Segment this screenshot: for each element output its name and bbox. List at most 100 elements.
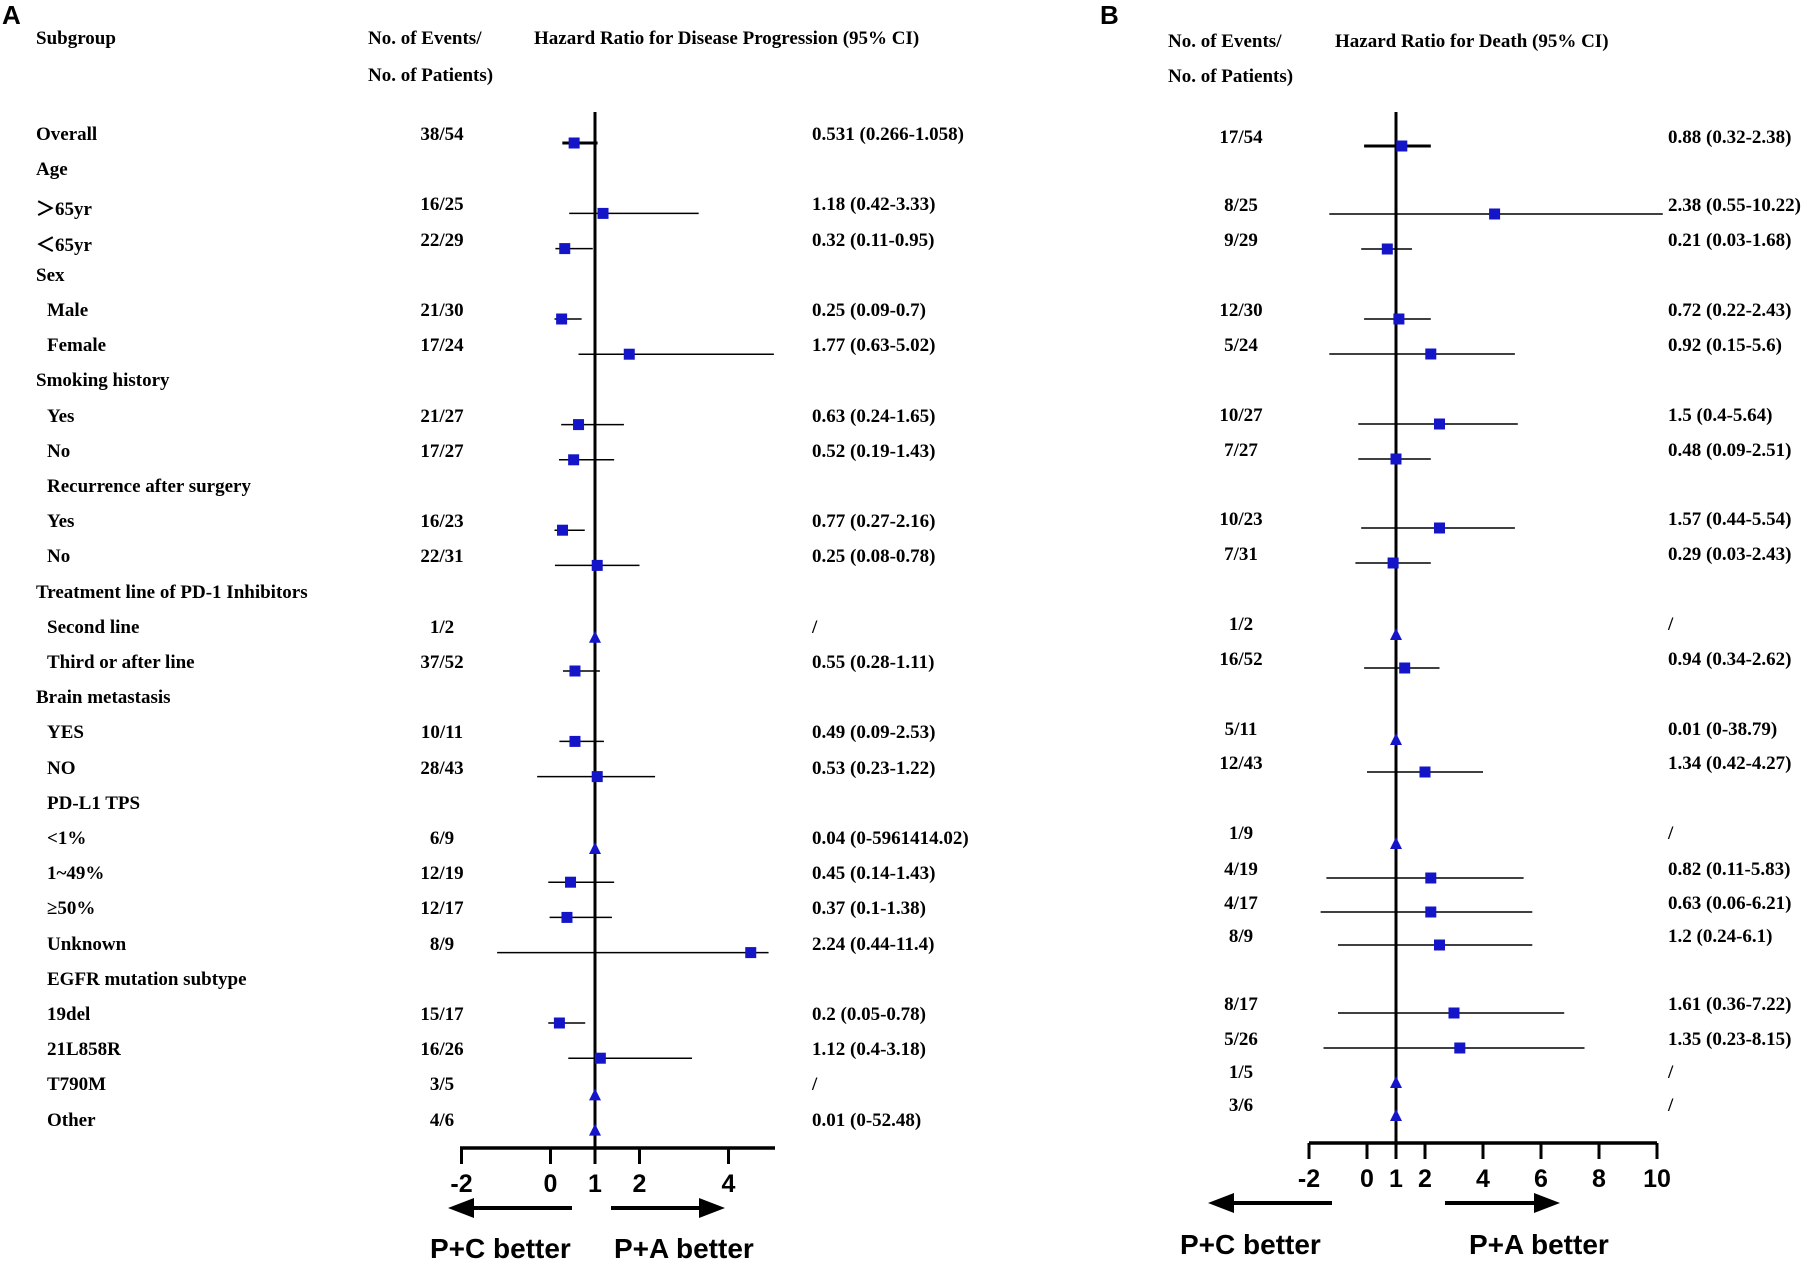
row-hr-text: 0.82 (0.11-5.83): [1668, 859, 1791, 880]
row-hr-text: 0.53 (0.23-1.22): [812, 757, 936, 779]
row-events: 15/17: [420, 1004, 464, 1025]
x-tick-label: 6: [1534, 1165, 1548, 1193]
row-hr-text: 0.45 (0.14-1.43): [812, 863, 936, 885]
row-events: 17/27: [420, 440, 464, 462]
hr-point: [1399, 662, 1411, 674]
hr-triangle: [589, 842, 601, 854]
row-hr-text: /: [1668, 1062, 1674, 1083]
x-tick-label: 4: [1476, 1165, 1490, 1193]
row-events: 1/2: [1228, 614, 1254, 635]
row-label: Yes: [47, 405, 75, 427]
panel-b-events-header-l2: No. of Patients): [1168, 66, 1294, 87]
hr-triangle: [1390, 1109, 1402, 1121]
hr-point: [1489, 208, 1501, 220]
row-label: Male: [47, 300, 89, 321]
hr-point: [1448, 1007, 1460, 1019]
row-events: 10/11: [420, 722, 464, 744]
panel-a-events-header-l1: No. of Events/: [368, 28, 482, 49]
x-tick-label: 10: [1643, 1165, 1671, 1193]
x-tick-label: 1: [1389, 1165, 1403, 1193]
row-events: 12/17: [420, 898, 464, 920]
panel-a-title: Hazard Ratio for Disease Progression (95…: [534, 28, 920, 49]
row-label: No: [47, 546, 71, 568]
row-hr-text: 1.5 (0.4-5.64): [1668, 405, 1773, 426]
hr-point: [568, 454, 580, 466]
row-events: 8/9: [1228, 926, 1254, 947]
panel-b-events-header-l1: No. of Events/: [1168, 31, 1282, 52]
x-tick-label: 0: [1360, 1165, 1374, 1193]
hr-point: [1387, 557, 1399, 569]
x-tick-label: 1: [588, 1170, 602, 1198]
row-events: 4/6: [429, 1109, 455, 1131]
row-events: 16/52: [1219, 649, 1263, 670]
left-arrow-head: [1208, 1193, 1234, 1213]
row-events: 16/23: [420, 511, 464, 533]
hr-triangle: [589, 630, 601, 643]
hr-point: [553, 1017, 565, 1029]
row-hr-text: /: [812, 1074, 818, 1096]
x-tick-label: 4: [721, 1170, 736, 1198]
hr-point: [1434, 939, 1445, 951]
row-label: Recurrence after surgery: [47, 476, 251, 497]
row-hr-text: 0.77 (0.27-2.16): [812, 511, 936, 533]
row-label: Third or after line: [47, 652, 195, 673]
row-hr-text: /: [1668, 1095, 1674, 1116]
hr-point: [556, 313, 568, 325]
row-label: <1%: [47, 828, 87, 849]
row-events: 28/43: [420, 757, 464, 779]
row-hr-text: 1.35 (0.23-8.15): [1668, 1029, 1792, 1050]
x-tick-label: 2: [1418, 1165, 1432, 1193]
hr-point: [557, 524, 569, 536]
row-label: 19del: [47, 1004, 91, 1025]
row-label: Brain metastasis: [36, 687, 171, 709]
panel-a-events-header-l2: No. of Patients): [368, 65, 494, 86]
x-tick-label: 2: [632, 1170, 647, 1198]
hr-point: [561, 911, 573, 923]
hr-point: [1393, 313, 1405, 325]
hr-point: [597, 207, 609, 219]
row-events: 7/31: [1224, 544, 1258, 565]
row-hr-text: 0.37 (0.1-1.38): [812, 898, 926, 920]
hr-point: [568, 137, 580, 149]
row-label: 21L858R: [47, 1039, 121, 1061]
row-label: ＜65yr: [36, 234, 92, 256]
row-label: YES: [47, 722, 84, 744]
panel-a-left-better: P+C better: [430, 1233, 571, 1264]
x-tick-label: 8: [1592, 1165, 1606, 1193]
row-events: 1/2: [429, 616, 455, 638]
row-events: 1/5: [1228, 1062, 1254, 1083]
row-label: EGFR mutation subtype: [47, 968, 247, 990]
row-hr-text: 0.01 (0-38.79): [1668, 719, 1778, 740]
row-label: Other: [47, 1109, 96, 1131]
hr-point: [559, 243, 571, 255]
row-label: Unknown: [47, 933, 127, 955]
row-hr-text: 0.2 (0.05-0.78): [812, 1004, 926, 1025]
row-events: 17/54: [1219, 127, 1263, 148]
row-events: 12/30: [1219, 300, 1263, 321]
row-hr-text: 1.12 (0.4-3.18): [812, 1039, 926, 1061]
panel-b-title: Hazard Ratio for Death (95% CI): [1335, 31, 1609, 52]
row-events: 22/31: [420, 546, 464, 568]
row-hr-text: 0.48 (0.09-2.51): [1668, 440, 1792, 461]
hr-point: [1434, 418, 1445, 430]
row-hr-text: 0.94 (0.34-2.62): [1668, 649, 1792, 670]
hr-point: [591, 559, 603, 571]
panel-a-right-better: P+A better: [614, 1233, 754, 1264]
row-events: 8/17: [1224, 994, 1258, 1015]
row-events: 12/19: [420, 863, 464, 885]
row-label: Sex: [36, 264, 65, 286]
row-hr-text: /: [1668, 614, 1674, 635]
hr-point: [1434, 522, 1445, 534]
hr-point: [573, 419, 585, 431]
hr-triangle: [1390, 837, 1402, 849]
row-events: 7/27: [1224, 440, 1258, 461]
row-hr-text: 0.88 (0.32-2.38): [1668, 127, 1792, 148]
row-events: 8/9: [429, 933, 455, 955]
row-hr-text: 0.32 (0.11-0.95): [812, 229, 935, 251]
row-events: 5/11: [1224, 719, 1258, 740]
row-hr-text: 0.01 (0-52.48): [812, 1109, 922, 1131]
hr-triangle: [1390, 733, 1402, 745]
hr-triangle: [589, 1088, 601, 1101]
row-label: No: [47, 440, 71, 462]
